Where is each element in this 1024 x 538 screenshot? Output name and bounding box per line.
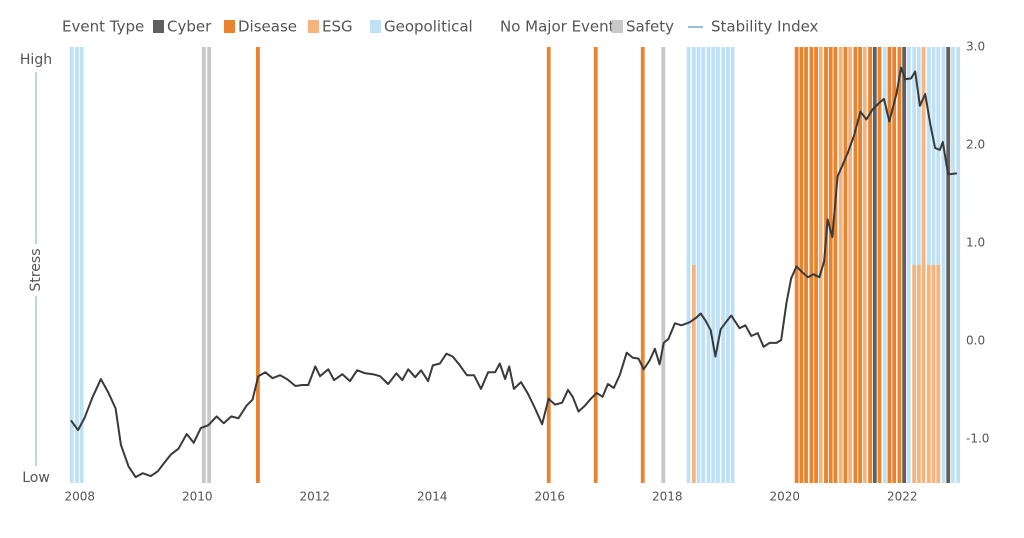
event-band (799, 47, 804, 483)
y-label-low: Low (22, 470, 50, 486)
y-tick-label: 2.0 (966, 137, 985, 151)
x-tick-label: 2020 (769, 490, 800, 504)
event-band (843, 47, 848, 483)
y-tick-label: -1.0 (966, 431, 989, 445)
event-band (706, 47, 711, 483)
event-band (926, 265, 931, 483)
event-band (936, 47, 941, 265)
x-tick-label: 2010 (182, 490, 213, 504)
event-band (716, 47, 720, 483)
event-band (809, 47, 814, 483)
event-band (951, 47, 955, 483)
event-band (691, 265, 696, 483)
event-band (853, 47, 858, 483)
event-band (730, 47, 735, 483)
event-band (956, 47, 961, 483)
event-band (691, 47, 696, 265)
event-band (912, 47, 917, 265)
event-band (848, 47, 853, 483)
event-band (207, 47, 212, 483)
legend-swatch (153, 20, 164, 33)
event-band (711, 47, 716, 483)
event-band (906, 47, 911, 483)
x-tick-label: 2014 (417, 490, 448, 504)
x-tick-label: 2008 (64, 490, 95, 504)
legend-swatch (612, 20, 623, 33)
line (70, 66, 958, 479)
legend-label: Stability Index (711, 18, 819, 36)
event-band (921, 47, 926, 483)
legend-swatch (370, 20, 381, 33)
event-band (862, 47, 867, 483)
y-tick-label: 3.0 (966, 40, 985, 54)
event-band (833, 47, 838, 483)
legend-swatch (308, 20, 319, 33)
x-tick-label: 2018 (652, 490, 683, 504)
event-band (902, 47, 907, 483)
legend-title: Event Type (62, 18, 144, 36)
x-tick-label: 2012 (299, 490, 330, 504)
event-band (916, 47, 921, 265)
event-band (887, 47, 892, 483)
event-band (814, 47, 818, 483)
event-band (546, 47, 551, 483)
event-band (818, 47, 823, 483)
x-tick-label: 2016 (534, 490, 565, 504)
event-band (794, 47, 799, 483)
y-label-high: High (20, 52, 52, 68)
event-band (858, 47, 863, 483)
event-band (882, 47, 887, 483)
event-band (897, 47, 902, 483)
event-band (926, 47, 931, 265)
event-band (936, 265, 941, 483)
event-band (892, 47, 897, 483)
legend-label: Cyber (167, 18, 212, 36)
event-band (201, 47, 206, 483)
legend-label: Safety (626, 18, 674, 36)
event-band (696, 47, 701, 483)
event-band (838, 47, 843, 483)
legend-label: Geopolitical (384, 18, 473, 36)
event-band (256, 47, 260, 483)
y-tick-label: 1.0 (966, 235, 985, 249)
event-band (828, 47, 833, 483)
event-band (686, 47, 691, 483)
event-band (912, 265, 917, 483)
y-tick-label: 0.0 (966, 333, 985, 347)
event-band (661, 47, 666, 483)
event-band (726, 47, 730, 483)
event-band (721, 47, 726, 483)
y-axis-label: Stress (28, 248, 44, 291)
event-band (931, 47, 936, 265)
event-band (872, 47, 877, 483)
event-band (640, 47, 645, 483)
event-band (877, 47, 882, 483)
x-tick-label: 2022 (887, 490, 918, 504)
legend-swatch (224, 20, 235, 33)
event-band (931, 265, 936, 483)
legend-label: ESG (322, 18, 353, 36)
event-band (868, 47, 872, 483)
event-band (69, 47, 74, 483)
event-band (916, 265, 921, 483)
legend-swatch (486, 20, 497, 33)
legend-label: No Major Event (500, 18, 615, 36)
event-band (804, 47, 808, 483)
event-band (824, 47, 828, 483)
event-band (593, 47, 598, 483)
event-band (75, 47, 79, 483)
legend-label: Disease (238, 18, 297, 36)
event-band (79, 47, 84, 483)
event-band (701, 47, 706, 483)
event-band (946, 47, 951, 483)
event-band (941, 47, 946, 483)
event-bands (69, 47, 961, 483)
